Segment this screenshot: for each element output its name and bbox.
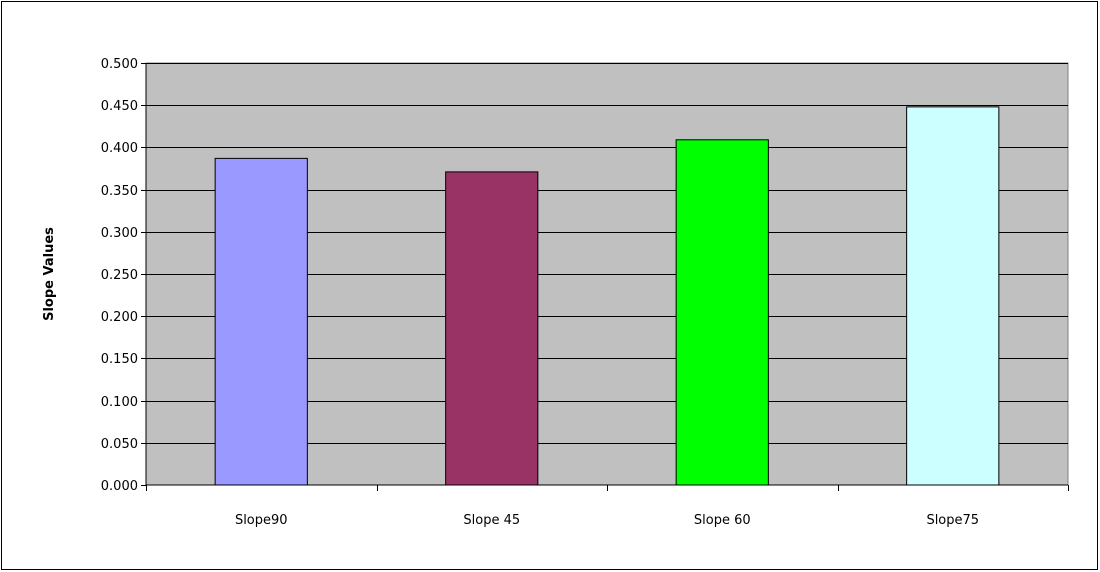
y-tick-label: 0.050 xyxy=(101,437,138,452)
x-tick-label: Slope75 xyxy=(926,513,979,528)
y-tick-label: 0.250 xyxy=(101,268,138,283)
x-tick-label: Slope 60 xyxy=(694,513,751,528)
y-tick-label: 0.500 xyxy=(101,57,138,72)
y-tick-label: 0.400 xyxy=(101,141,138,156)
y-tick-label: 0.000 xyxy=(101,479,138,494)
y-tick-label: 0.300 xyxy=(101,226,138,241)
y-tick-label: 0.350 xyxy=(101,184,138,199)
x-tick-label: Slope90 xyxy=(235,513,288,528)
bar xyxy=(445,171,539,486)
bar xyxy=(906,106,1000,486)
bar xyxy=(675,139,769,486)
y-axis-title: Slope Values xyxy=(42,227,57,321)
y-tick-label: 0.100 xyxy=(101,395,138,410)
y-tick-label: 0.200 xyxy=(101,310,138,325)
x-tick-labels: Slope90 Slope 45 Slope 60 Slope75 xyxy=(235,513,979,528)
x-tick-label: Slope 45 xyxy=(463,513,520,528)
y-tick-label: 0.450 xyxy=(101,99,138,114)
bar xyxy=(214,157,308,486)
y-tick-labels: 0.000 0.050 0.100 0.150 0.200 0.250 0.300 0.350… xyxy=(101,57,138,494)
axes xyxy=(141,63,1069,491)
y-tick-label: 0.150 xyxy=(101,352,138,367)
